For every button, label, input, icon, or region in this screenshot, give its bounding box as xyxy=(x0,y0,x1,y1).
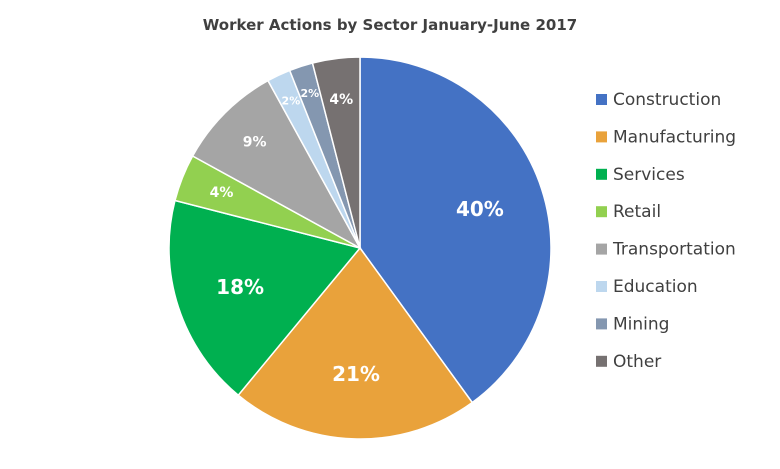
legend-swatch-manufacturing xyxy=(596,131,607,143)
legend-swatch-services xyxy=(596,168,607,180)
slice-label-services: 18% xyxy=(216,275,264,299)
pie-slices xyxy=(168,56,552,440)
legend-swatch-retail xyxy=(596,206,607,218)
slice-label-transportation: 9% xyxy=(243,135,267,151)
slice-label-mining: 2% xyxy=(300,87,319,100)
legend-label-education: Education xyxy=(613,277,698,297)
legend: Construction Manufacturing Services Retail T… xyxy=(596,90,736,372)
slice-label-manufacturing: 21% xyxy=(332,362,380,386)
slice-label-retail: 4% xyxy=(210,185,234,201)
legend-label-construction: Construction xyxy=(613,90,721,110)
legend-swatch-transportation xyxy=(596,243,607,255)
legend-swatch-other xyxy=(596,355,607,367)
legend-label-other: Other xyxy=(613,352,661,372)
slice-label-construction: 40% xyxy=(456,197,504,221)
legend-label-mining: Mining xyxy=(613,314,669,334)
pie-slice-services xyxy=(168,199,362,397)
legend-label-services: Services xyxy=(613,165,685,185)
legend-swatch-construction xyxy=(596,94,607,105)
legend-label-retail: Retail xyxy=(613,202,661,222)
slice-label-other: 4% xyxy=(329,92,353,108)
legend-label-manufacturing: Manufacturing xyxy=(613,127,736,147)
legend-swatch-education xyxy=(596,281,607,292)
slice-label-education: 2% xyxy=(282,95,301,108)
chart-title: Worker Actions by Sector January-June 20… xyxy=(203,16,577,34)
pie-slice-construction xyxy=(359,56,552,404)
slice-labels: 40% 21% 18% 4% 9% 2%2% 4% xyxy=(210,87,504,386)
legend-label-transportation: Transportation xyxy=(612,240,736,260)
pie-slice-other xyxy=(311,56,361,249)
legend-swatch-mining xyxy=(596,318,607,330)
pie-slice-transportation xyxy=(191,79,362,250)
pie-slice-manufacturing xyxy=(237,246,474,440)
